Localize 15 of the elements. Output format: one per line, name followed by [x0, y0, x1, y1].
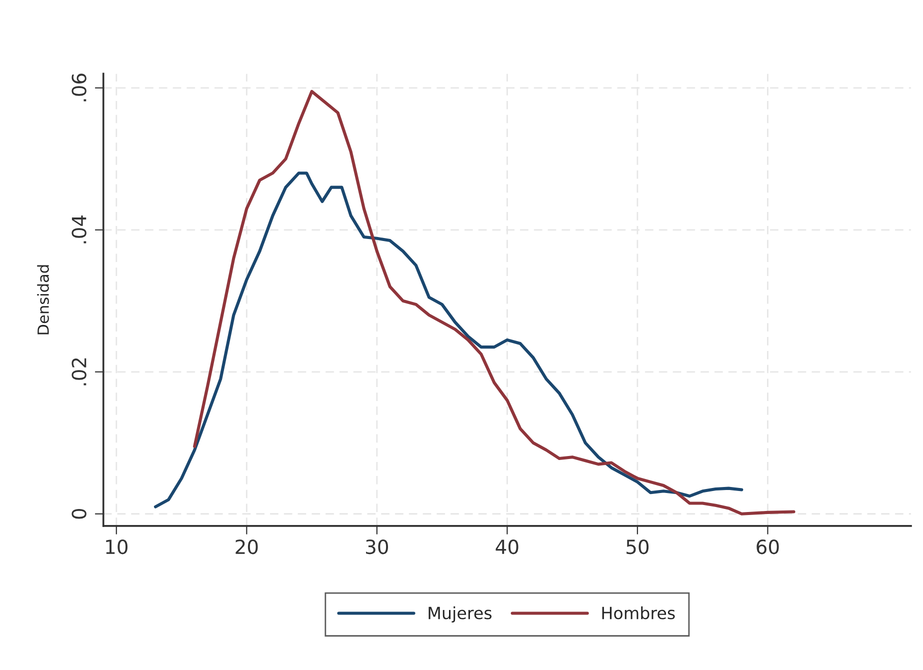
x-tick-label: 20	[236, 539, 258, 554]
x-tick-label: 30	[366, 539, 388, 554]
y-tick-label: .04	[72, 216, 86, 244]
legend-label: Hombres	[602, 606, 675, 620]
y-tick-label: .06	[72, 74, 86, 102]
line-series	[193, 90, 796, 516]
y-tick-label: .02	[72, 358, 86, 386]
line-series	[154, 172, 744, 508]
x-tick-label: 40	[496, 539, 518, 554]
legend-label: Mujeres	[428, 606, 492, 623]
x-tick-label: 60	[756, 539, 779, 554]
x-tick-label: 50	[626, 539, 649, 554]
x-tick-label: 10	[106, 539, 128, 554]
y-tick-label: 0	[72, 508, 86, 519]
y-axis-title: Densidad	[37, 265, 49, 334]
